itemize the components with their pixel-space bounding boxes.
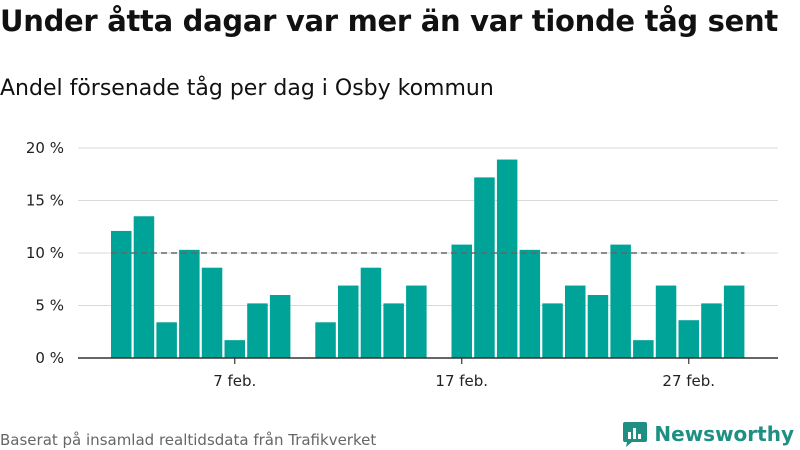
bar bbox=[451, 244, 472, 358]
newsworthy-logo-icon bbox=[623, 422, 648, 447]
bar bbox=[723, 285, 745, 358]
y-tick-label: 10 % bbox=[26, 244, 64, 262]
bar bbox=[474, 177, 495, 358]
bar bbox=[565, 285, 586, 358]
bar bbox=[179, 249, 200, 358]
bar bbox=[633, 340, 654, 358]
brand-logo: Newsworthy bbox=[622, 420, 794, 448]
bar bbox=[269, 295, 291, 358]
bar bbox=[111, 230, 132, 358]
bar bbox=[360, 267, 382, 358]
bar bbox=[587, 295, 609, 358]
bar bbox=[383, 303, 404, 358]
bar-chart: 0 % 5 % 10 % 15 % 20 % 7 feb. 17 feb. 27 feb. bbox=[26, 139, 778, 390]
bar bbox=[224, 340, 245, 358]
x-tick-label: 7 feb. bbox=[213, 372, 256, 390]
bar bbox=[496, 159, 518, 358]
bar bbox=[315, 322, 336, 358]
y-tick-label: 0 % bbox=[35, 349, 64, 367]
bar bbox=[338, 285, 359, 358]
chart-title: Under åtta dagar var mer än var tionde t… bbox=[0, 4, 778, 38]
x-tick-label: 17 feb. bbox=[435, 372, 488, 390]
brand-name: Newsworthy bbox=[654, 422, 794, 446]
y-tick-label: 15 % bbox=[26, 192, 64, 210]
bar bbox=[610, 244, 631, 358]
bar bbox=[678, 320, 699, 358]
y-tick-label: 5 % bbox=[35, 297, 64, 315]
bar bbox=[247, 303, 268, 358]
y-tick-label: 20 % bbox=[26, 139, 64, 157]
bar bbox=[519, 249, 541, 358]
source-note: Baserat på insamlad realtidsdata från Tr… bbox=[0, 431, 377, 449]
bar bbox=[201, 267, 223, 358]
chart-subtitle: Andel försenade tåg per dag i Osby kommu… bbox=[0, 76, 494, 101]
x-tick-label: 27 feb. bbox=[662, 372, 715, 390]
bar bbox=[133, 216, 155, 358]
bar bbox=[655, 285, 677, 358]
bar bbox=[406, 285, 427, 358]
bar bbox=[701, 303, 722, 358]
bar bbox=[156, 322, 177, 358]
bar bbox=[542, 303, 563, 358]
